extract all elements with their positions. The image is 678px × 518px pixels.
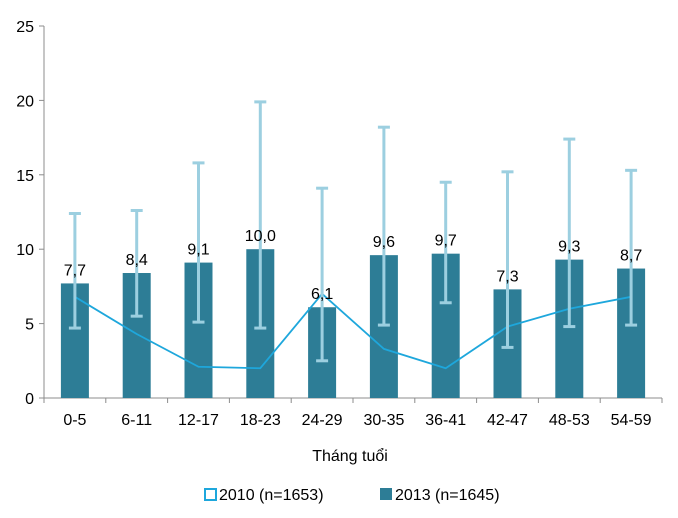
y-tick-label: 15 xyxy=(16,168,34,185)
data-label: 9,6 xyxy=(373,234,395,251)
x-tick-label: 6-11 xyxy=(121,412,152,429)
legend-label-2010: 2010 (n=1653) xyxy=(219,487,324,504)
x-tick-label: 24-29 xyxy=(302,412,343,429)
data-label: 8,4 xyxy=(126,252,148,269)
legend-swatch-2010 xyxy=(204,488,217,501)
x-tick-label: 36-41 xyxy=(425,412,466,429)
legend-label-2013: 2013 (n=1645) xyxy=(395,487,500,504)
x-axis-title: Tháng tuổi xyxy=(312,447,388,465)
x-tick-label: 0-5 xyxy=(63,412,86,429)
y-tick-label: 25 xyxy=(16,19,34,36)
data-label: 6,1 xyxy=(311,286,333,303)
data-label: 9,3 xyxy=(558,239,580,256)
x-tick-label: 42-47 xyxy=(487,412,528,429)
x-tick-label: 30-35 xyxy=(363,412,404,429)
x-tick-label: 54-59 xyxy=(611,412,652,429)
series-line-2010 xyxy=(74,292,632,370)
data-label: 7,7 xyxy=(64,262,86,279)
y-tick-label: 0 xyxy=(25,391,34,408)
y-tick-label: 5 xyxy=(25,317,34,334)
y-tick-label: 20 xyxy=(16,93,34,110)
data-label: 9,7 xyxy=(435,233,457,250)
x-tick-label: 12-17 xyxy=(178,412,219,429)
data-label: 10,0 xyxy=(245,228,276,245)
data-label: 9,1 xyxy=(187,242,209,259)
data-label: 8,7 xyxy=(620,248,642,265)
data-label: 7,3 xyxy=(496,268,518,285)
y-tick-label: 10 xyxy=(16,242,34,259)
x-tick-label: 18-23 xyxy=(240,412,281,429)
legend-swatch-2013 xyxy=(380,488,392,500)
x-tick-label: 48-53 xyxy=(549,412,590,429)
